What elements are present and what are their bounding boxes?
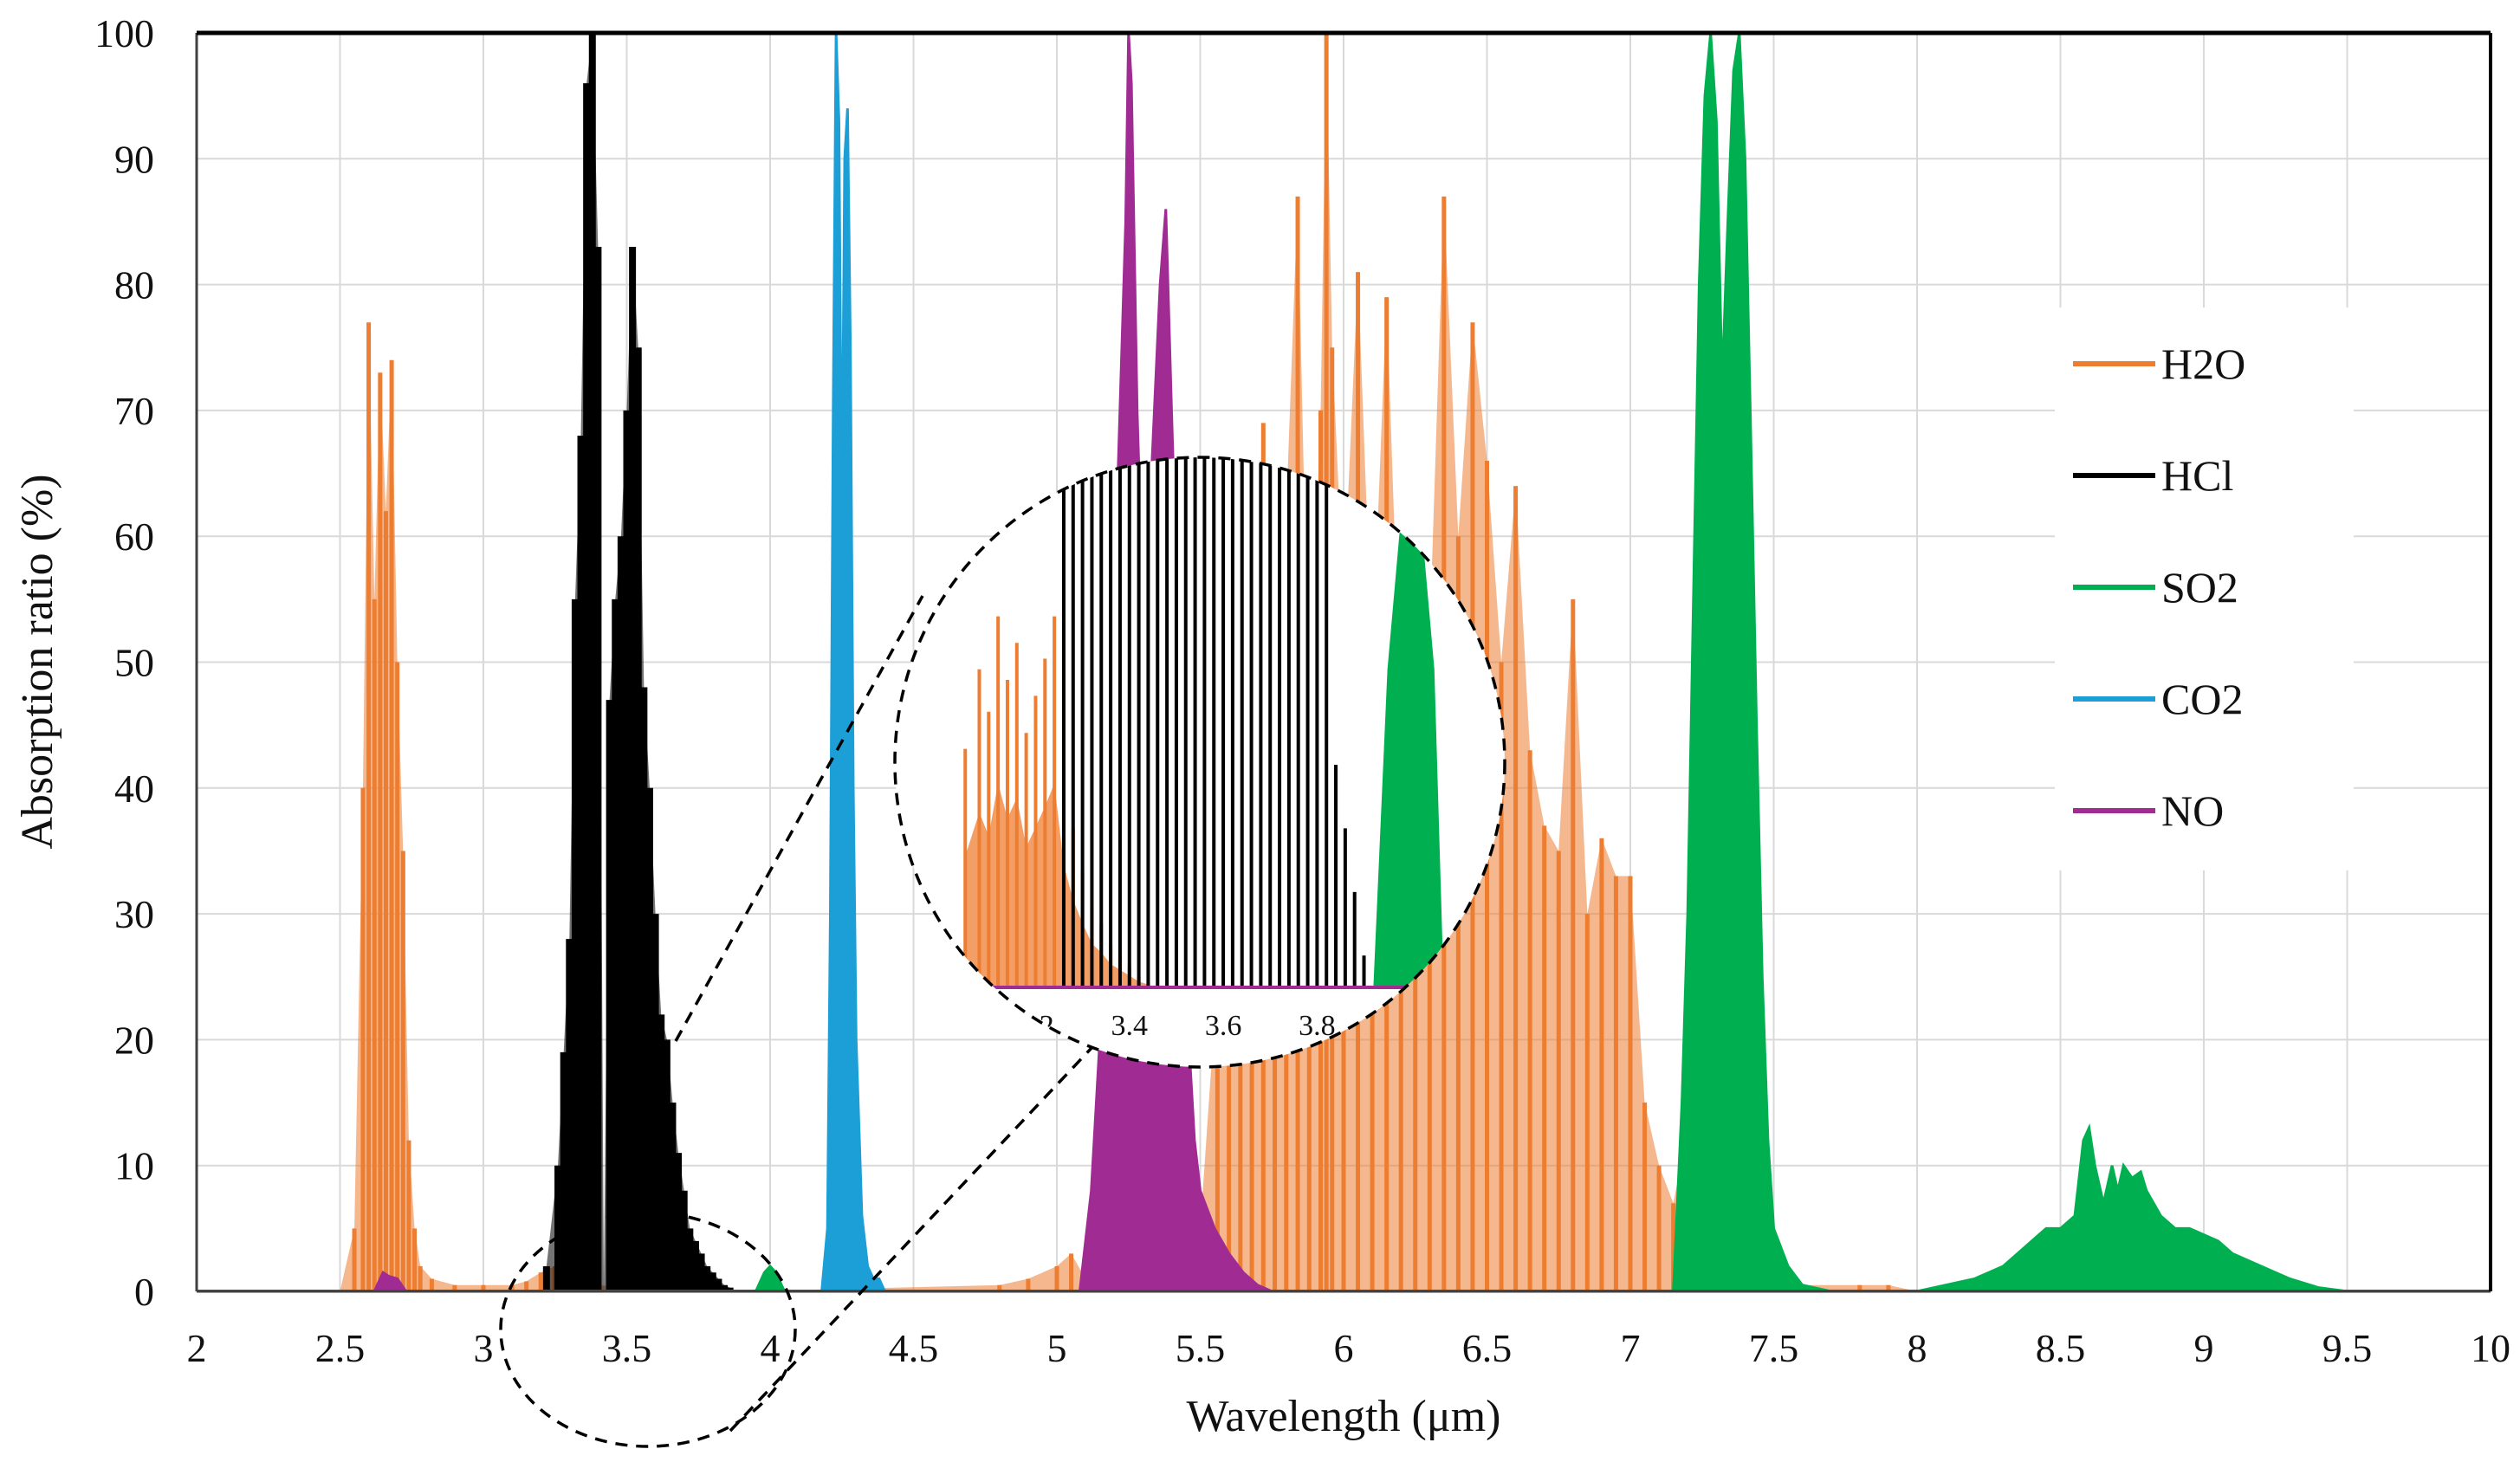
series-so2-area (754, 33, 2348, 1291)
inset-series-hcl (1061, 457, 1366, 987)
y-tick-label: 30 (114, 892, 154, 936)
legend-label-h2o: H2O (2161, 340, 2245, 388)
x-tick-label: 10 (2471, 1326, 2510, 1370)
inset-so2-area (1373, 478, 1444, 987)
legend-label-no: NO (2161, 786, 2224, 835)
x-axis-title: Wavelength (μm) (1186, 1392, 1500, 1441)
zoom-inset: 3.23.43.63.8 (893, 456, 1506, 1069)
y-tick-label: 80 (114, 263, 154, 307)
x-tick-label: 7 (1621, 1326, 1641, 1370)
x-tick-label: 4.5 (889, 1326, 939, 1370)
x-tick-label: 3.5 (602, 1326, 652, 1370)
y-tick-label: 60 (114, 514, 154, 559)
zoom-connector-upper (674, 595, 924, 1042)
y-tick-label: 40 (114, 767, 154, 811)
inset-series: 3.23.43.63.8 (895, 457, 1505, 1042)
x-tick-label: 2.5 (315, 1326, 366, 1370)
y-tick-label: 10 (114, 1144, 154, 1188)
x-tick-label: 9 (2194, 1326, 2214, 1370)
legend-label-so2: SO2 (2161, 563, 2238, 611)
y-tick-label: 0 (134, 1270, 154, 1314)
zoom-source-ellipse (499, 1211, 797, 1448)
x-tick-label: 8 (1908, 1326, 1927, 1370)
inset-h2o-envelope (965, 783, 1149, 987)
y-tick-label: 70 (114, 389, 154, 433)
x-tick-label: 5.5 (1176, 1326, 1226, 1370)
x-tick-label: 4 (761, 1326, 781, 1370)
inset-series-h2o (963, 616, 1150, 987)
x-tick-label: 8.5 (2036, 1326, 2086, 1370)
y-tick-label: 100 (94, 11, 154, 55)
y-tick-label: 90 (114, 137, 154, 181)
series-h2o-envelope (340, 33, 1917, 1291)
series-so2 (754, 33, 2348, 1291)
inset-series-so2 (1373, 478, 1444, 987)
series-hcl (542, 33, 734, 1291)
inset-tick-label: 3.6 (1205, 1010, 1242, 1042)
legend: H2O HCl SO2 CO2 NO (2055, 307, 2354, 870)
series-layer (197, 33, 2491, 1291)
x-tick-label: 7.5 (1749, 1326, 1799, 1370)
x-tick-label: 5 (1047, 1326, 1067, 1370)
inset-tick-label: 3.4 (1111, 1010, 1149, 1042)
legend-label-co2: CO2 (2161, 675, 2243, 723)
x-tick-label: 6 (1334, 1326, 1354, 1370)
y-tick-label: 50 (114, 641, 154, 685)
y-tick-label: 20 (114, 1018, 154, 1062)
x-tick-label: 9.5 (2322, 1326, 2373, 1370)
axis-ticks: 2 2.5 3 3.5 4 4.5 5 5.5 6 6.5 7 7.5 8 8.5 9 9.5 10010203… (94, 11, 2510, 1370)
legend-label-hcl: HCl (2161, 451, 2233, 500)
zoom-connector-lower (729, 1046, 1093, 1433)
x-tick-label: 3 (474, 1326, 494, 1370)
x-tick-label: 6.5 (1462, 1326, 1513, 1370)
y-axis-title: Absorption ratio (%) (13, 474, 62, 849)
x-tick-label: 2 (187, 1326, 207, 1370)
zoom-inset-border (893, 456, 1506, 1069)
